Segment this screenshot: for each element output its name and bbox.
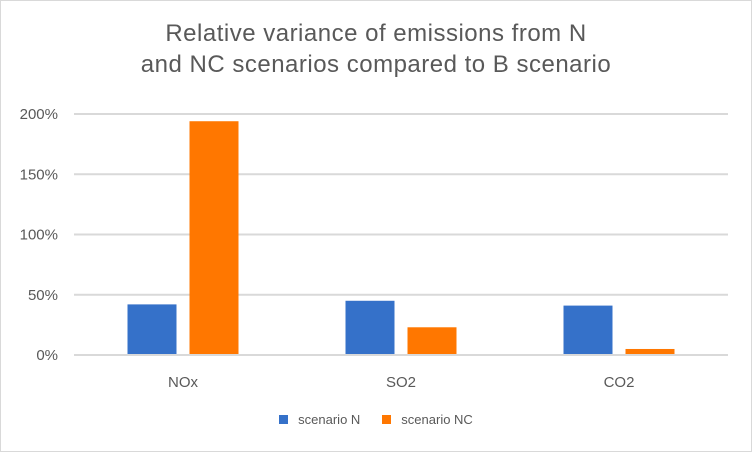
- chart-title: Relative variance of emissions from N an…: [0, 18, 752, 80]
- y-tick-label: 0%: [36, 347, 58, 364]
- x-tick-label: CO2: [604, 374, 635, 391]
- chart-title-line-2: and NC scenarios compared to B scenario: [140, 51, 612, 78]
- y-tick-label: 150%: [20, 166, 58, 183]
- legend-label-scenario-nc: scenario NC: [401, 412, 473, 427]
- legend-item-scenario-nc: scenario NC: [382, 412, 473, 427]
- legend-swatch-scenario-nc: [382, 415, 392, 424]
- bar-scenario-nc-nox: [189, 121, 239, 354]
- legend-label-scenario-n: scenario N: [298, 412, 361, 427]
- bar-scenario-n-so2: [345, 300, 395, 354]
- chart-title-line-1: Relative variance of emissions from N: [165, 20, 587, 47]
- y-tick-label: 100%: [20, 227, 58, 244]
- bar-scenario-n-co2: [563, 305, 613, 354]
- legend-swatch-scenario-n: [279, 415, 289, 424]
- y-tick-label: 200%: [20, 106, 58, 123]
- bar-scenario-nc-co2: [625, 348, 675, 354]
- legend-item-scenario-n: scenario N: [279, 412, 360, 427]
- x-tick-label: SO2: [386, 374, 416, 391]
- y-tick-label: 50%: [28, 287, 58, 304]
- bar-scenario-n-nox: [127, 304, 177, 354]
- bar-scenario-nc-so2: [407, 327, 457, 354]
- x-tick-label: NOx: [168, 374, 199, 391]
- chart-legend: scenario N scenario NC: [0, 412, 752, 427]
